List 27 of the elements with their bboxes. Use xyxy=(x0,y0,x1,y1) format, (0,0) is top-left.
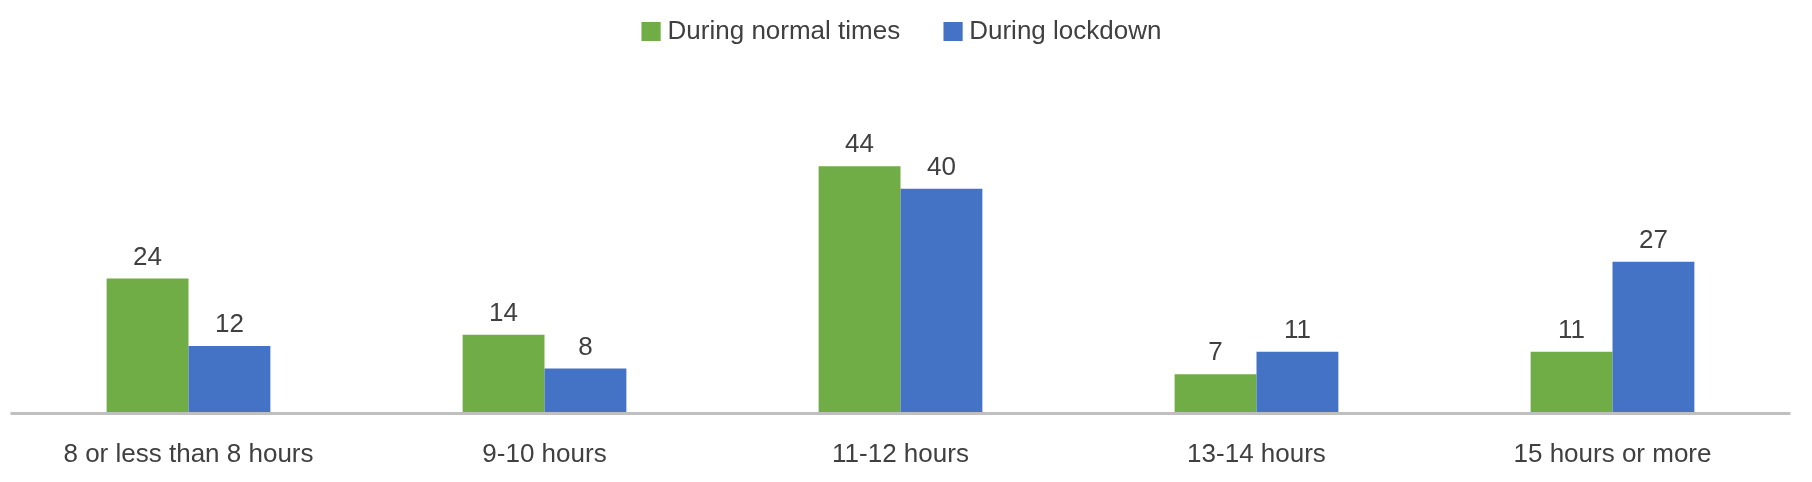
bar xyxy=(1256,351,1339,414)
data-label: 12 xyxy=(214,308,244,339)
bar xyxy=(462,334,545,414)
data-label: 14 xyxy=(489,296,519,327)
data-label: 11 xyxy=(1283,313,1311,344)
bar xyxy=(900,188,983,414)
data-label: 7 xyxy=(1208,336,1223,367)
legend-label: During lockdown xyxy=(969,15,1162,46)
data-label: 24 xyxy=(133,240,163,271)
bar xyxy=(818,166,901,414)
bar xyxy=(1174,374,1257,414)
data-label: 27 xyxy=(1638,223,1668,254)
legend-label: During normal times xyxy=(667,15,901,46)
x-tick-label: 15 hours or more xyxy=(1513,437,1712,468)
bar xyxy=(106,278,189,414)
data-label: 11 xyxy=(1558,313,1586,344)
x-tick-label: 11-12 hours xyxy=(832,437,969,468)
data-label: 8 xyxy=(578,330,593,361)
bar xyxy=(544,368,627,414)
x-tick-label: 13-14 hours xyxy=(1187,437,1326,468)
data-label: 40 xyxy=(926,150,956,181)
x-tick-label: 8 or less than 8 hours xyxy=(63,437,314,468)
bar xyxy=(1612,261,1695,414)
x-tick-label: 9-10 hours xyxy=(482,437,607,468)
bar xyxy=(188,346,271,414)
bar xyxy=(1530,351,1613,414)
data-label: 44 xyxy=(845,128,875,159)
